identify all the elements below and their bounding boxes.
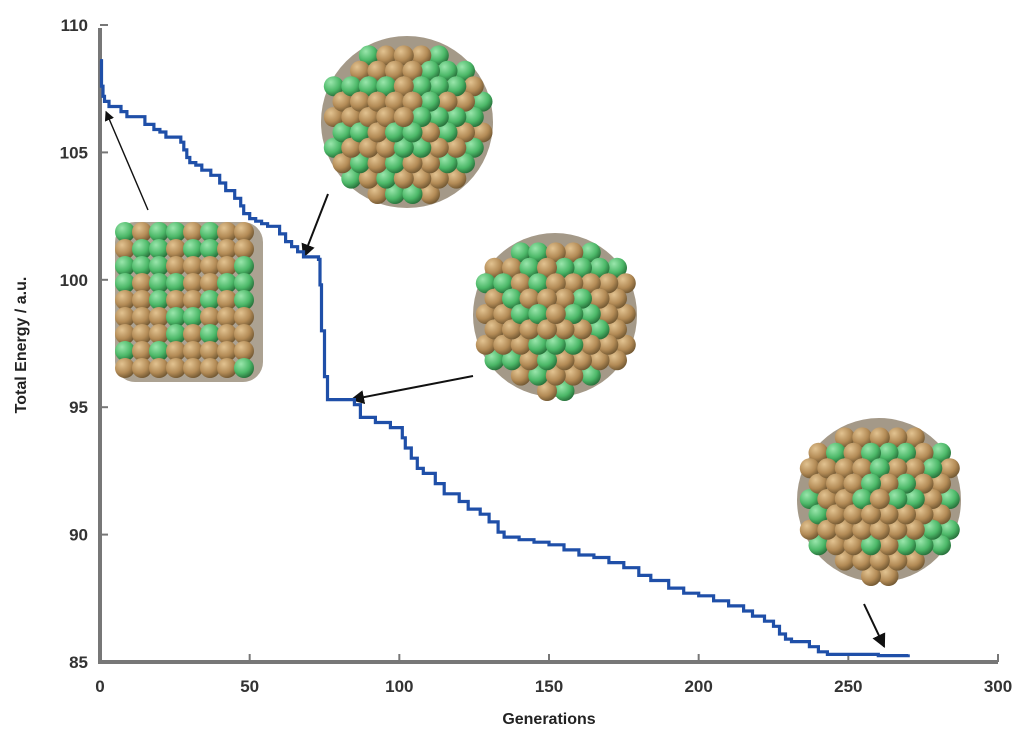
energy-series-line [99,59,910,658]
tick-labels: 0 50 100 150 200 250 300 85 90 95 100 105 110 [60,16,1013,696]
annotation-arrows [104,110,886,648]
annotation-arrow-3 [350,375,474,405]
y-tick-label-100: 100 [60,271,88,290]
annotation-arrow-2 [301,193,329,259]
y-tick-label-105: 105 [60,143,88,162]
annotation-arrow-4 [863,603,886,648]
y-tick-label-110: 110 [61,16,88,35]
x-axis-title: Generations [502,711,595,728]
y-tick-label-90: 90 [69,526,88,545]
cluster-image-cube [115,222,263,382]
annotation-arrow-1 [104,110,149,211]
x-tick-label-50: 50 [240,677,259,696]
cluster-image-generation-70 [321,36,493,208]
ticks [99,24,999,663]
x-tick-label-100: 100 [385,677,413,696]
x-tick-label-150: 150 [535,677,563,696]
x-tick-label-200: 200 [684,677,712,696]
x-tick-label-300: 300 [984,677,1012,696]
cluster-image-generation-85 [473,233,637,401]
x-tick-label-0: 0 [95,677,104,696]
cluster-image-final [797,418,961,586]
x-tick-label-250: 250 [834,677,862,696]
y-tick-label-85: 85 [69,653,88,672]
y-tick-label-95: 95 [69,398,88,417]
y-axis-title: Total Energy / a.u. [13,277,30,414]
